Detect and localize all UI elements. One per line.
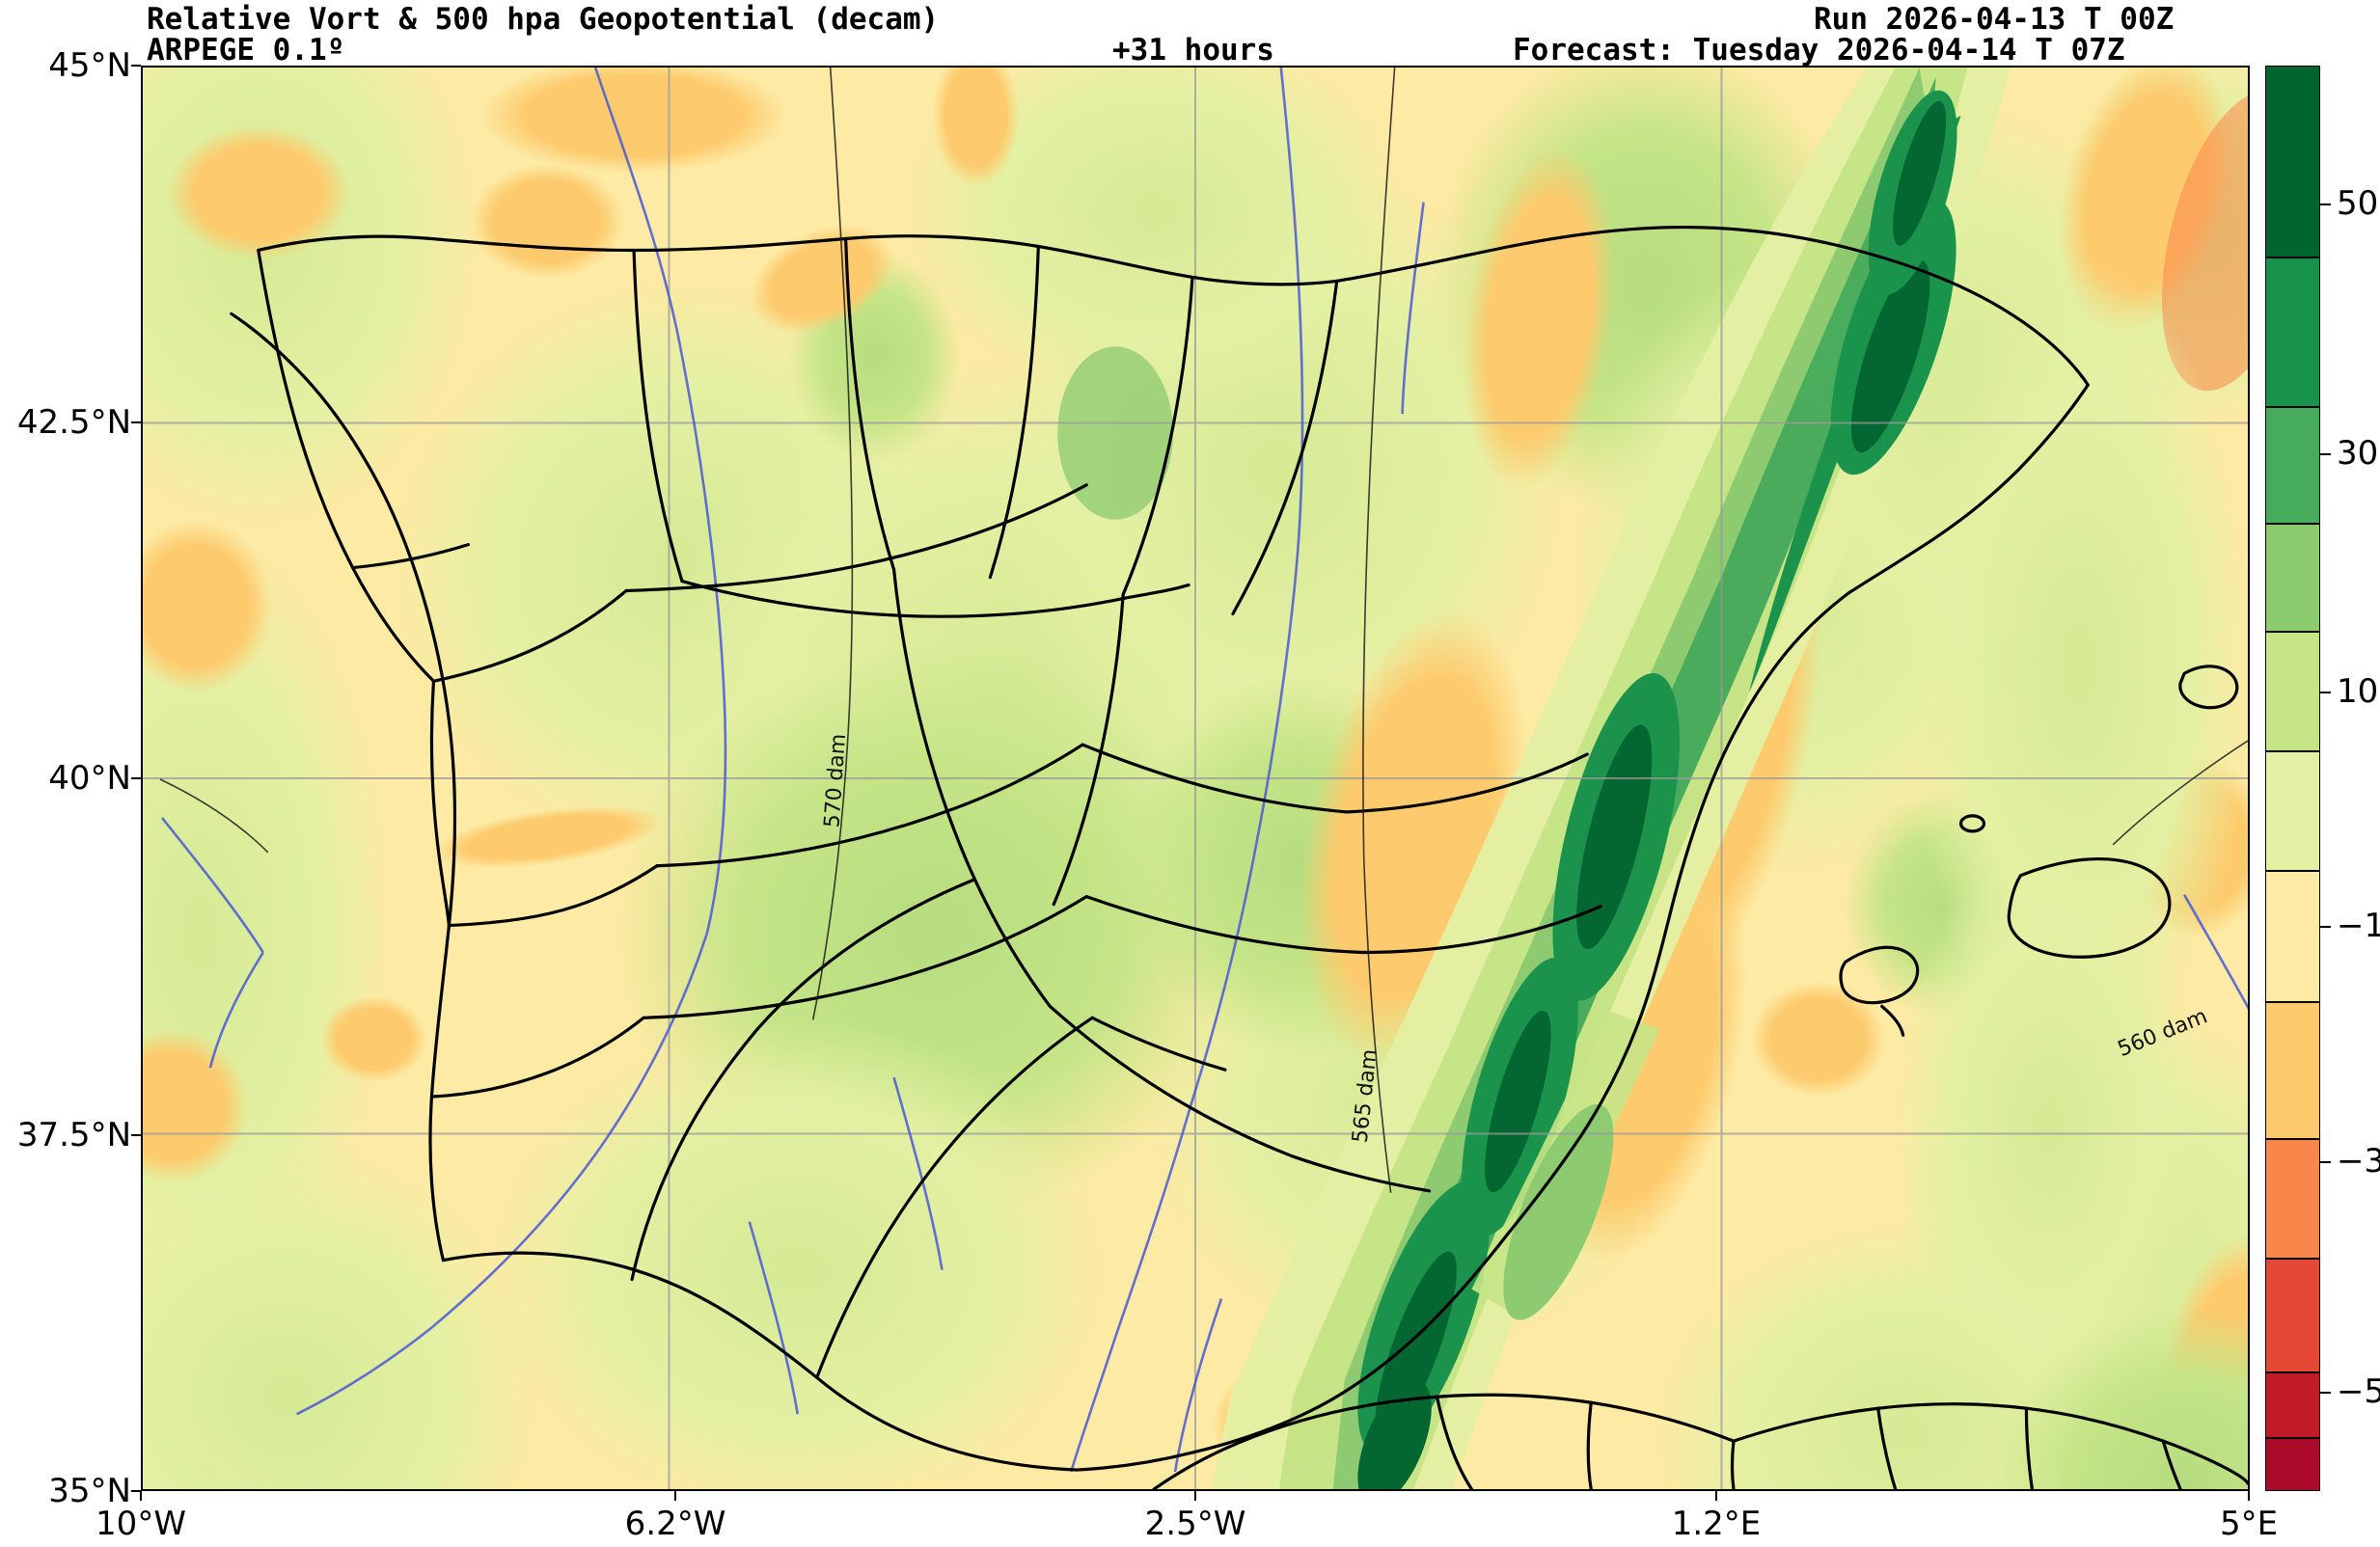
model-label: ARPEGE 0.1º: [147, 33, 345, 68]
colorbar-swatch-m20: [2266, 1139, 2319, 1260]
y-tick-mark: [131, 65, 141, 67]
colorbar-label-50: 50: [2337, 184, 2379, 223]
colorbar-swatch-20: [2266, 633, 2319, 753]
colorbar-tick: [2320, 926, 2331, 928]
colorbar-swatch-m10: [2266, 1003, 2319, 1140]
x-tick-mark: [1715, 1491, 1717, 1501]
colorbar-tick: [2320, 1392, 2331, 1394]
colorbar-label-m10: −10: [2337, 907, 2380, 945]
colorbar-swatch-70: [2266, 67, 2319, 259]
x-tick-label-10W: 10°W: [96, 1505, 186, 1543]
y-tick-mark: [131, 1134, 141, 1136]
geopotential-contours: [159, 68, 2248, 1193]
coastlines-and-borders: [230, 225, 2248, 1489]
colorbar-tick: [2320, 1161, 2331, 1163]
x-tick-mark: [674, 1491, 676, 1501]
colorbar-swatch-30: [2266, 525, 2319, 634]
colorbar-label-10: 10: [2337, 672, 2379, 711]
y-tick-label-42.5N: 42.5°N: [16, 402, 131, 442]
colorbar-tick: [2320, 692, 2331, 693]
x-tick-label-2.5W: 2.5°W: [1144, 1505, 1246, 1543]
colorbar: [2265, 66, 2320, 1491]
forecast-hours-label: +31 hours: [1112, 33, 1274, 68]
colorbar-tick: [2320, 453, 2331, 455]
rivers: [160, 68, 2248, 1473]
colorbar-swatch-40: [2266, 408, 2319, 526]
map-canvas: 570 dam 565 dam 560 dam: [143, 68, 2248, 1489]
colorbar-swatch-m30: [2266, 1259, 2319, 1373]
y-tick-label-35N: 35°N: [48, 1472, 131, 1510]
colorbar-swatch-0: [2266, 872, 2319, 1004]
vorticity-field-east: [1895, 259, 2248, 1489]
x-tick-label-1.2E: 1.2°E: [1671, 1505, 1762, 1543]
y-tick-mark: [131, 1490, 141, 1492]
colorbar-swatch-m50: [2266, 1372, 2319, 1439]
colorbar-swatch-55: [2266, 258, 2319, 409]
run-datetime-label: Run 2026-04-13 T 00Z: [1814, 2, 2175, 37]
y-tick-mark: [131, 777, 141, 779]
x-tick-mark: [2248, 1491, 2250, 1501]
x-tick-label-5E: 5°E: [2219, 1505, 2279, 1543]
colorbar-label-30: 30: [2337, 434, 2379, 473]
y-tick-label-45N: 45°N: [48, 46, 131, 85]
colorbar-label-m30: −30: [2337, 1142, 2380, 1181]
map-plot-area: 570 dam 565 dam 560 dam: [141, 66, 2250, 1491]
y-tick-mark: [131, 421, 141, 423]
x-tick-label-6.2W: 6.2°W: [624, 1505, 726, 1543]
colorbar-label-m50: −50: [2337, 1372, 2380, 1411]
colorbar-swatch-10: [2266, 752, 2319, 873]
x-tick-mark: [140, 1491, 142, 1501]
colorbar-swatch-m70: [2266, 1438, 2319, 1490]
chart-title: Relative Vort & 500 hpa Geopotential (de…: [147, 2, 940, 37]
colorbar-tick: [2320, 204, 2331, 205]
y-tick-label-37.5N: 37.5°N: [16, 1115, 131, 1154]
forecast-datetime-label: Forecast: Tuesday 2026-04-14 T 07Z: [1513, 33, 2125, 68]
y-tick-label-40N: 40°N: [48, 759, 131, 798]
vorticity-field-negative: [143, 68, 2248, 1489]
graticule: [143, 68, 2248, 1489]
x-tick-mark: [1194, 1491, 1196, 1501]
